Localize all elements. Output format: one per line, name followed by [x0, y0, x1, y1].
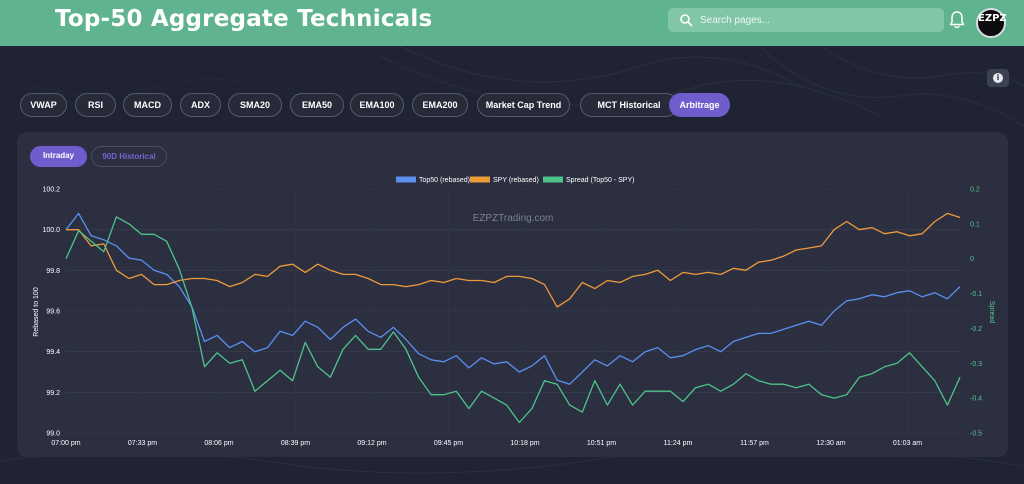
- subtab-90d-historical[interactable]: 90D Historical: [91, 146, 167, 167]
- x-tick-label: 11:24 pm: [664, 440, 693, 447]
- y-tick-label: 99.4: [46, 349, 60, 356]
- info-icon: i: [993, 73, 1003, 83]
- y2-tick-label: 0.2: [970, 187, 980, 194]
- legend-swatch-1: [470, 176, 490, 183]
- top-header-bar: Top-50 Aggregate Technicals EZPZ: [0, 0, 1024, 46]
- tab-market-cap-trend[interactable]: Market Cap Trend: [477, 93, 570, 117]
- y-tick-label: 99.0: [46, 431, 60, 438]
- legend-swatch-2: [543, 176, 563, 183]
- y-tick-label: 99.8: [46, 268, 60, 275]
- y-axis-label: Rebased to 100: [33, 287, 40, 337]
- x-tick-label: 01:03 am: [893, 440, 922, 447]
- series-line-2: [65, 216, 961, 424]
- x-tick-label: 09:12 pm: [357, 440, 386, 447]
- y2-tick-label: -0.2: [970, 326, 982, 333]
- tab-ema100[interactable]: EMA100: [350, 93, 404, 117]
- x-tick-label: 09:45 pm: [434, 440, 463, 447]
- tab-macd[interactable]: MACD: [123, 93, 172, 117]
- x-tick-label: 12:30 am: [816, 440, 845, 447]
- x-tick-label: 08:06 pm: [204, 440, 233, 447]
- y-tick-label: 100.0: [42, 227, 60, 234]
- y2-axis-ticks: 0.2 0.1 0 -0.1 -0.2 -0.3 -0.4 -0.5: [970, 187, 982, 438]
- search-icon: [680, 14, 693, 27]
- x-tick-label: 10:18 pm: [510, 440, 539, 447]
- y2-tick-label: -0.1: [970, 291, 982, 298]
- legend-swatch-0: [396, 176, 416, 183]
- x-tick-label: 07:33 pm: [128, 440, 157, 447]
- series-line-0: [65, 212, 961, 385]
- chart-watermark: EZPZTrading.com: [473, 213, 554, 224]
- search-input[interactable]: [700, 8, 936, 32]
- tab-vwap[interactable]: VWAP: [20, 93, 67, 117]
- tab-sma20[interactable]: SMA20: [228, 93, 282, 117]
- y-tick-label: 99.2: [46, 390, 60, 397]
- tab-arbitrage[interactable]: Arbitrage: [669, 93, 730, 117]
- tab-ema50[interactable]: EMA50: [290, 93, 344, 117]
- series-line-1: [66, 212, 961, 308]
- x-tick-label: 08:39 pm: [281, 440, 310, 447]
- chart-card: Intraday 90D Historical: [17, 132, 1008, 457]
- search-box[interactable]: [668, 8, 944, 32]
- x-tick-label: 10:51 pm: [587, 440, 616, 447]
- legend-label-2: Spread (Top50 - SPY): [566, 177, 634, 184]
- x-axis-ticks: 07:00 pm 07:33 pm 08:06 pm 08:39 pm 09:12 pm…: [51, 440, 922, 447]
- y2-tick-label: -0.4: [970, 396, 982, 403]
- y2-tick-label: 0: [970, 256, 974, 263]
- y2-tick-label: 0.1: [970, 221, 980, 228]
- page-title: Top-50 Aggregate Technicals: [55, 6, 433, 32]
- x-tick-label: 07:00 pm: [51, 440, 80, 447]
- bell-icon[interactable]: [948, 10, 966, 30]
- tab-adx[interactable]: ADX: [180, 93, 221, 117]
- info-button[interactable]: i: [987, 69, 1009, 87]
- y2-tick-label: -0.3: [970, 361, 982, 368]
- subtab-intraday[interactable]: Intraday: [30, 146, 87, 167]
- chart-grid: [65, 188, 960, 434]
- tab-mct-historical[interactable]: MCT Historical: [580, 93, 678, 117]
- legend-label-1: SPY (rebased): [493, 177, 539, 184]
- y2-tick-label: -0.5: [970, 431, 982, 438]
- y-tick-label: 100.2: [42, 187, 60, 194]
- y-axis-ticks: 100.2 100.0 99.8 99.6 99.4 99.2 99.0: [42, 187, 60, 438]
- chart-series: [65, 212, 961, 424]
- tab-ema200[interactable]: EMA200: [412, 93, 468, 117]
- legend-label-0: Top50 (rebased): [419, 177, 470, 184]
- y-tick-label: 99.6: [46, 309, 60, 316]
- avatar[interactable]: EZPZ: [976, 8, 1007, 38]
- y2-axis-label: Spread: [988, 301, 995, 324]
- tab-rsi[interactable]: RSI: [75, 93, 116, 117]
- x-tick-label: 11:57 pm: [740, 440, 769, 447]
- chart-legend: Top50 (rebased) SPY (rebased) Spread (Top5…: [396, 176, 634, 184]
